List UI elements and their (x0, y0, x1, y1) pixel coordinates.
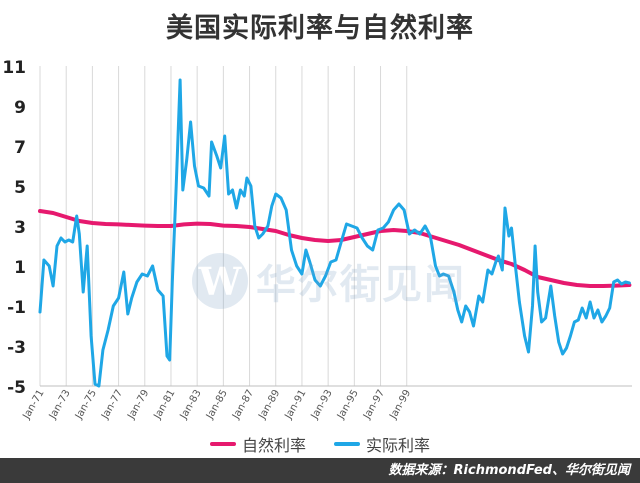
y-tick-label: 9 (14, 98, 26, 118)
chart-title: 美国实际利率与自然利率 (166, 13, 474, 44)
x-tick-label: Jan-93 (309, 388, 335, 422)
y-tick-label: -3 (7, 338, 26, 358)
y-tick-label: 11 (2, 58, 26, 78)
y-tick-label: 1 (14, 258, 26, 278)
x-tick-label: Jan-73 (47, 388, 73, 422)
legend-swatch-natural-rate (209, 442, 236, 446)
legend-label-real-rate: 实际利率 (366, 436, 431, 455)
watermark-text: 华尔街见闻 (256, 261, 466, 308)
y-tick-label: 5 (14, 178, 26, 198)
x-tick-label: Jan-87 (230, 388, 256, 422)
watermark: W 华尔街见闻 (192, 252, 466, 310)
natural-rate-line (38, 209, 632, 288)
legend-label-natural-rate: 自然利率 (241, 436, 306, 455)
legend-item-real-rate: 实际利率 (334, 432, 430, 456)
watermark-logo-icon: W (192, 253, 248, 309)
x-tick-label: Jan-85 (204, 388, 230, 422)
x-tick-label: Jan-95 (335, 388, 361, 422)
x-tick-label: Jan-79 (125, 388, 151, 422)
legend: 自然利率 实际利率 (0, 432, 640, 456)
real-rate-line (38, 78, 631, 388)
x-tick-label: Jan-75 (73, 388, 99, 422)
x-tick-label: Jan-83 (178, 388, 204, 422)
legend-item-natural-rate: 自然利率 (209, 432, 306, 456)
legend-swatch-real-rate (334, 442, 360, 446)
y-tick-label: -5 (7, 378, 26, 398)
x-tick-label: Jan-81 (152, 388, 178, 422)
x-tick-label: Jan-77 (99, 388, 125, 422)
source-footer: 数据来源：RichmondFed、华尔街见闻 (0, 458, 640, 483)
x-tick-label: Jan-99 (387, 388, 413, 422)
y-tick-label: -1 (7, 298, 26, 318)
x-tick-label: Jan-89 (256, 388, 282, 422)
y-tick-label: 7 (14, 138, 26, 158)
x-tick-label: Jan-91 (283, 388, 309, 422)
y-tick-label: 3 (14, 218, 26, 238)
x-tick-label: Jan-97 (361, 388, 387, 422)
